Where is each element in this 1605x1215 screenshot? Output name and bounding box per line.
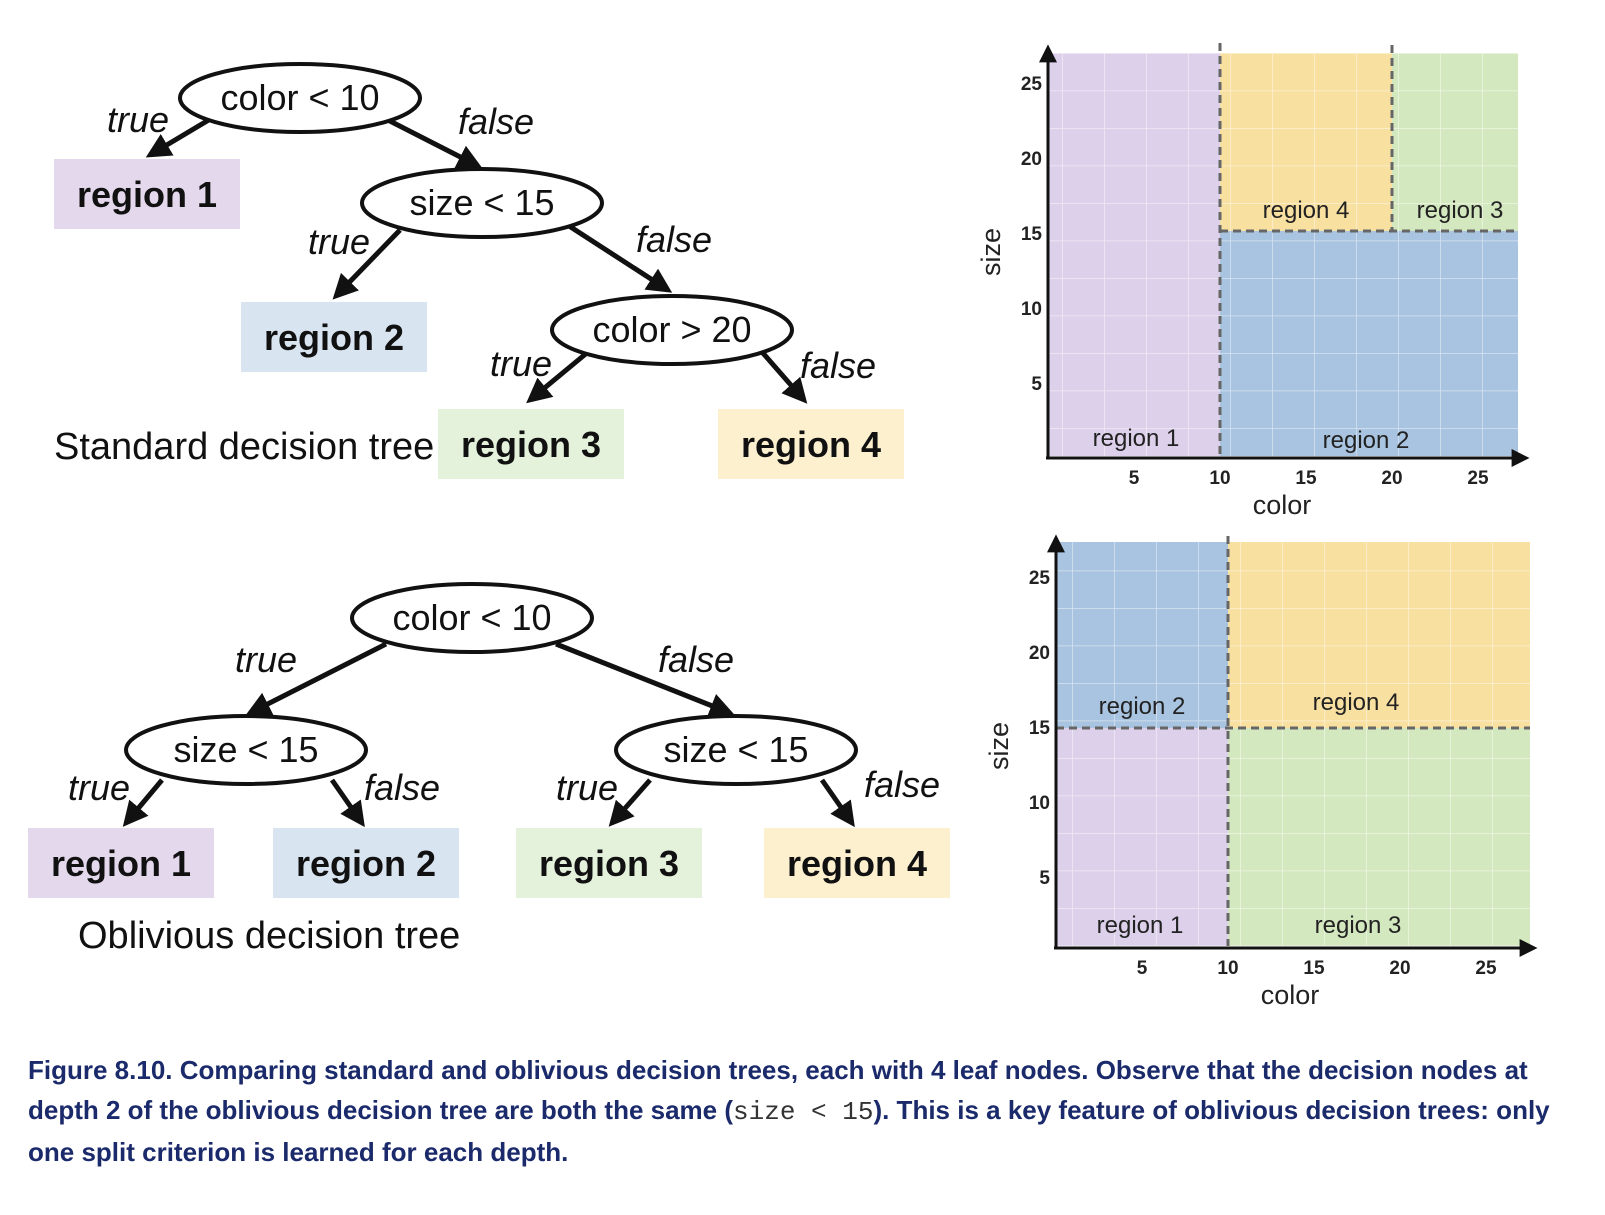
- caption-text-after: ). This is a key feature of oblivious de…: [28, 1095, 1550, 1167]
- x-axis-label: color: [1261, 980, 1320, 1010]
- leaf-region-3: region 3: [516, 828, 702, 898]
- edge-label-low-true: true: [490, 343, 552, 384]
- x-tick: 20: [1381, 468, 1402, 489]
- edge-right-true: [608, 778, 652, 827]
- leaf-label: region 3: [539, 843, 679, 884]
- y-tick: 5: [1031, 374, 1042, 395]
- leaf-label: region 3: [461, 424, 601, 465]
- edge-root-false: [555, 641, 735, 718]
- x-tick: 5: [1137, 958, 1148, 979]
- leaf-region-4: region 4: [764, 828, 950, 898]
- x-tick: 15: [1295, 468, 1317, 489]
- x-tick: 25: [1467, 468, 1489, 489]
- standard-partition-plot: 5 10 15 20 25 5 10 15 20 25 color size r…: [976, 43, 1530, 520]
- edge-mid-false: [564, 221, 673, 293]
- edge-label-mid-false: false: [636, 219, 712, 260]
- edge-label-right-true: true: [556, 767, 618, 808]
- decision-node-label: size < 15: [173, 729, 318, 770]
- leaf-label: region 1: [77, 174, 217, 215]
- decision-node-label: size < 15: [663, 729, 808, 770]
- plot-region-label: region 1: [1093, 425, 1180, 452]
- leaf-label: region 2: [264, 317, 404, 358]
- plot-region-label: region 2: [1099, 693, 1186, 720]
- y-tick: 10: [1029, 793, 1050, 814]
- plot-grid: [1048, 53, 1518, 456]
- y-axis-label: size: [984, 722, 1014, 770]
- edge-root-true: [245, 641, 388, 716]
- oblivious-partition-plot: 5 10 15 20 25 5 10 15 20 25 color size r…: [984, 534, 1538, 1010]
- edge-label-root-false: false: [658, 639, 734, 680]
- y-tick: 10: [1021, 299, 1042, 320]
- x-tick: 10: [1209, 468, 1230, 489]
- y-axis-label: size: [976, 228, 1006, 276]
- decision-node-low: color > 20: [550, 294, 794, 366]
- edge-label-left-false: false: [364, 767, 440, 808]
- decision-node-left: size < 15: [124, 714, 368, 786]
- caption-text-before: Figure 8.10. Comparing standard and obli…: [28, 1055, 1528, 1125]
- plot-region-label: region 3: [1417, 197, 1504, 224]
- plot-grid: [1056, 542, 1530, 946]
- decision-node-mid: size < 15: [360, 167, 604, 239]
- plot-region-label: region 2: [1323, 427, 1410, 454]
- standard-tree-caption: Standard decision tree: [54, 426, 434, 468]
- leaf-region-1: region 1: [54, 159, 240, 229]
- edge-left-true: [122, 778, 164, 827]
- edge-low-true: [526, 350, 590, 404]
- plot-region-label: region 1: [1097, 912, 1184, 939]
- decision-node-label: color < 10: [220, 77, 379, 118]
- edge-root-false: [382, 115, 483, 169]
- decision-node-label: color < 10: [392, 597, 551, 638]
- leaf-label: region 4: [787, 843, 927, 884]
- x-axis-label: color: [1253, 490, 1312, 520]
- plot-region-label: region 4: [1313, 689, 1400, 716]
- plot-region-label: region 3: [1315, 912, 1402, 939]
- leaf-label: region 2: [296, 843, 436, 884]
- edge-left-false: [329, 778, 365, 828]
- x-tick: 25: [1475, 958, 1497, 979]
- edge-low-false: [760, 350, 808, 404]
- edge-root-true: [145, 115, 214, 158]
- y-tick: 5: [1039, 868, 1050, 889]
- y-tick: 15: [1029, 718, 1051, 739]
- x-tick: 5: [1129, 468, 1140, 489]
- x-tick: 15: [1303, 958, 1325, 979]
- x-tick: 10: [1217, 958, 1238, 979]
- oblivious-tree: true false true false true false color <…: [28, 582, 950, 957]
- leaf-region-4: region 4: [718, 409, 904, 479]
- standard-tree: true false true false true false color <…: [54, 62, 904, 479]
- leaf-region-3: region 3: [438, 409, 624, 479]
- y-tick: 20: [1029, 643, 1050, 664]
- caption-code: size < 15: [733, 1097, 874, 1127]
- edge-label-root-true: true: [235, 639, 297, 680]
- plot-region-label: region 4: [1263, 197, 1350, 224]
- edge-label-root-false: false: [458, 101, 534, 142]
- y-tick: 15: [1021, 224, 1043, 245]
- edge-label-root-true: true: [107, 99, 169, 140]
- decision-node-label: size < 15: [409, 182, 554, 223]
- leaf-region-2: region 2: [241, 302, 427, 372]
- leaf-region-1: region 1: [28, 828, 214, 898]
- decision-node-root: color < 10: [350, 582, 594, 654]
- y-tick: 25: [1029, 568, 1051, 589]
- y-tick: 25: [1021, 74, 1043, 95]
- decision-node-root: color < 10: [178, 62, 422, 134]
- edge-right-false: [819, 778, 855, 828]
- edge-label-right-false: false: [864, 764, 940, 805]
- edge-label-left-true: true: [68, 767, 130, 808]
- y-tick: 20: [1021, 149, 1042, 170]
- oblivious-tree-caption: Oblivious decision tree: [78, 915, 460, 957]
- edge-label-mid-true: true: [308, 221, 370, 262]
- figure-caption: Figure 8.10. Comparing standard and obli…: [28, 1050, 1578, 1172]
- edge-label-low-false: false: [800, 345, 876, 386]
- decision-node-right: size < 15: [614, 714, 858, 786]
- x-tick: 20: [1389, 958, 1410, 979]
- decision-node-label: color > 20: [592, 309, 751, 350]
- leaf-label: region 1: [51, 843, 191, 884]
- leaf-region-2: region 2: [273, 828, 459, 898]
- edge-mid-true: [332, 228, 402, 300]
- leaf-label: region 4: [741, 424, 881, 465]
